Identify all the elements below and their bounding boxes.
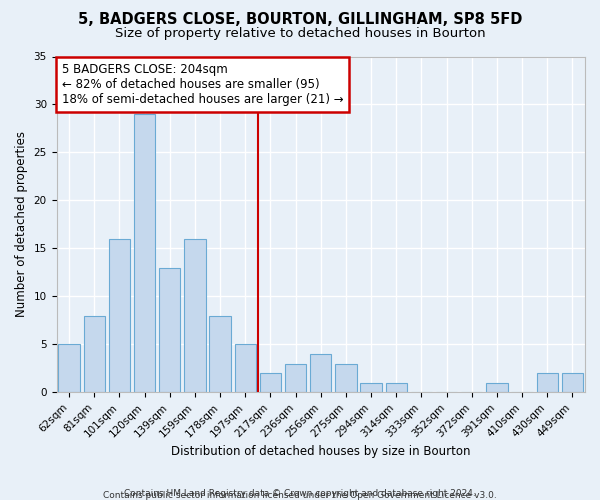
Bar [335, 364, 356, 392]
Bar [209, 316, 231, 392]
Text: Size of property relative to detached houses in Bourton: Size of property relative to detached ho… [115, 28, 485, 40]
Bar [235, 344, 256, 393]
Text: Contains HM Land Registry data © Crown copyright and database right 2024.: Contains HM Land Registry data © Crown c… [124, 488, 476, 498]
Bar [285, 364, 306, 392]
Bar [562, 373, 583, 392]
Bar [260, 373, 281, 392]
Bar [58, 344, 80, 393]
Bar [184, 239, 206, 392]
X-axis label: Distribution of detached houses by size in Bourton: Distribution of detached houses by size … [171, 444, 470, 458]
Bar [134, 114, 155, 392]
Bar [536, 373, 558, 392]
Bar [386, 383, 407, 392]
Text: 5, BADGERS CLOSE, BOURTON, GILLINGHAM, SP8 5FD: 5, BADGERS CLOSE, BOURTON, GILLINGHAM, S… [78, 12, 522, 28]
Bar [310, 354, 331, 393]
Bar [159, 268, 181, 392]
Bar [486, 383, 508, 392]
Bar [361, 383, 382, 392]
Text: 5 BADGERS CLOSE: 204sqm
← 82% of detached houses are smaller (95)
18% of semi-de: 5 BADGERS CLOSE: 204sqm ← 82% of detache… [62, 63, 343, 106]
Y-axis label: Number of detached properties: Number of detached properties [15, 132, 28, 318]
Bar [109, 239, 130, 392]
Text: Contains public sector information licensed under the Open Government Licence v3: Contains public sector information licen… [103, 491, 497, 500]
Bar [83, 316, 105, 392]
